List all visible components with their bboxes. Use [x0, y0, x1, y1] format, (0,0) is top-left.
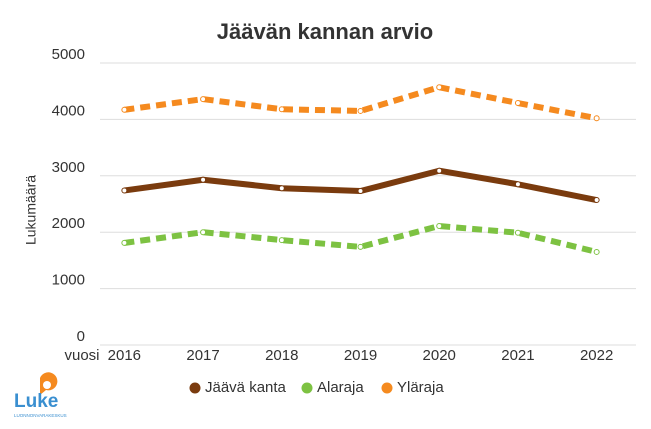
- point: [200, 96, 207, 103]
- point: [121, 187, 128, 194]
- legend-marker: [189, 382, 201, 394]
- point: [278, 237, 285, 244]
- point: [121, 239, 128, 246]
- x-axis-label: vuosi: [64, 347, 99, 364]
- series-line: [123, 167, 598, 203]
- point: [593, 115, 600, 122]
- x-tick-label: 2019: [344, 347, 377, 364]
- point: [436, 167, 443, 174]
- y-tick-label: 5000: [52, 46, 85, 63]
- point: [278, 185, 285, 192]
- point: [357, 188, 364, 195]
- point: [200, 229, 207, 236]
- point: [514, 181, 521, 188]
- point: [514, 100, 521, 107]
- x-tick-label: 2016: [108, 347, 141, 364]
- legend-label: Alaraja: [317, 379, 364, 396]
- point: [278, 106, 285, 113]
- x-tick-label: 2018: [265, 347, 298, 364]
- x-tick-label: 2020: [423, 347, 456, 364]
- legend-marker: [301, 382, 313, 394]
- x-tick-label: 2021: [501, 347, 534, 364]
- point: [357, 243, 364, 250]
- chart-title: Jäävän kannan arvio: [217, 19, 433, 44]
- logo-text: Luke: [14, 391, 58, 412]
- point: [357, 107, 364, 114]
- point: [514, 229, 521, 236]
- legend-label: Yläraja: [397, 379, 444, 396]
- y-tick-label: 4000: [52, 102, 85, 119]
- logo-dot: [43, 381, 51, 389]
- point: [593, 197, 600, 204]
- point: [593, 248, 600, 255]
- y-tick-label: 0: [77, 328, 85, 345]
- point: [121, 106, 128, 113]
- y-tick-label: 1000: [52, 272, 85, 289]
- point: [436, 222, 443, 229]
- y-axis-label: Lukumäärä: [23, 175, 39, 245]
- x-tick-label: 2022: [580, 347, 613, 364]
- logo-subtitle: LUONNONVARAKESKUS: [14, 413, 67, 418]
- point: [200, 176, 207, 183]
- y-tick-label: 2000: [52, 215, 85, 232]
- y-tick-label: 3000: [52, 159, 85, 176]
- legend-label: Jäävä kanta: [205, 379, 287, 396]
- legend-marker: [381, 382, 393, 394]
- x-tick-label: 2017: [186, 347, 219, 364]
- point: [436, 84, 443, 91]
- logo: Luke LUONNONVARAKESKUS: [14, 372, 67, 418]
